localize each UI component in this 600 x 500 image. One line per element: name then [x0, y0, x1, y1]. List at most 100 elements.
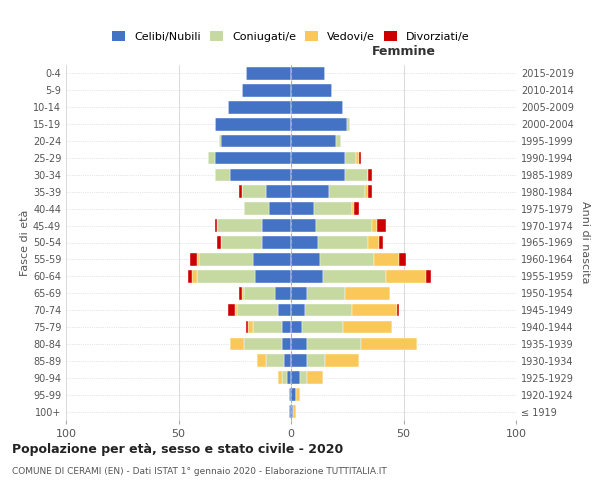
Bar	[307, 338, 361, 350]
Bar	[187, 270, 192, 282]
Bar	[291, 320, 302, 334]
Bar	[291, 253, 320, 266]
Bar	[399, 253, 406, 266]
Bar	[293, 405, 296, 418]
Bar	[318, 236, 367, 249]
Bar	[291, 67, 325, 80]
Bar	[345, 287, 390, 300]
Bar	[287, 372, 291, 384]
Bar	[291, 304, 305, 316]
Bar	[356, 152, 359, 164]
Bar	[336, 134, 341, 147]
Bar	[296, 388, 300, 401]
Bar	[345, 152, 356, 164]
Bar	[266, 186, 291, 198]
Bar	[291, 220, 316, 232]
Bar	[208, 152, 215, 164]
Bar	[230, 168, 291, 181]
Bar	[397, 304, 399, 316]
Bar	[291, 101, 343, 114]
Bar	[219, 134, 221, 147]
Bar	[237, 304, 277, 316]
Bar	[192, 270, 197, 282]
Bar	[291, 118, 347, 130]
Bar	[282, 338, 291, 350]
Bar	[291, 287, 307, 300]
Bar	[197, 270, 255, 282]
Bar	[374, 253, 399, 266]
Bar	[426, 270, 431, 282]
Text: Popolazione per età, sesso e stato civile - 2020: Popolazione per età, sesso e stato civil…	[12, 442, 343, 456]
Bar	[228, 101, 291, 114]
Bar	[244, 338, 282, 350]
Bar	[262, 220, 291, 232]
Bar	[291, 84, 331, 96]
Bar	[325, 354, 359, 367]
Bar	[277, 372, 282, 384]
Bar	[266, 354, 284, 367]
Y-axis label: Fasce di età: Fasce di età	[20, 210, 30, 276]
Bar	[365, 186, 367, 198]
Bar	[354, 202, 359, 215]
Bar	[329, 186, 365, 198]
Bar	[215, 168, 230, 181]
Bar	[291, 354, 307, 367]
Bar	[291, 134, 336, 147]
Bar	[282, 372, 287, 384]
Bar	[352, 202, 354, 215]
Bar	[215, 118, 291, 130]
Bar	[289, 405, 291, 418]
Bar	[228, 304, 235, 316]
Bar	[197, 253, 199, 266]
Bar	[230, 338, 244, 350]
Bar	[255, 270, 291, 282]
Bar	[269, 202, 291, 215]
Bar	[248, 320, 253, 334]
Bar	[215, 220, 217, 232]
Bar	[291, 405, 293, 418]
Bar	[262, 236, 291, 249]
Bar	[253, 253, 291, 266]
Bar	[199, 253, 253, 266]
Bar	[300, 372, 307, 384]
Bar	[282, 320, 291, 334]
Bar	[372, 220, 377, 232]
Bar	[307, 287, 345, 300]
Bar	[367, 236, 379, 249]
Bar	[217, 236, 221, 249]
Bar	[291, 388, 296, 401]
Bar	[277, 304, 291, 316]
Bar	[275, 287, 291, 300]
Bar	[246, 320, 248, 334]
Bar	[239, 186, 241, 198]
Bar	[367, 186, 372, 198]
Bar	[244, 287, 275, 300]
Bar	[291, 168, 345, 181]
Bar	[291, 186, 329, 198]
Bar	[379, 236, 383, 249]
Bar	[302, 320, 343, 334]
Bar	[377, 220, 386, 232]
Bar	[291, 338, 307, 350]
Bar	[386, 270, 426, 282]
Bar	[367, 168, 372, 181]
Bar	[221, 134, 291, 147]
Bar	[343, 320, 392, 334]
Bar	[316, 220, 372, 232]
Bar	[323, 270, 386, 282]
Bar	[215, 152, 291, 164]
Bar	[291, 270, 323, 282]
Bar	[241, 287, 244, 300]
Bar	[244, 202, 269, 215]
Bar	[291, 202, 314, 215]
Bar	[190, 253, 197, 266]
Bar	[291, 236, 318, 249]
Bar	[359, 152, 361, 164]
Bar	[320, 253, 374, 266]
Y-axis label: Anni di nascita: Anni di nascita	[580, 201, 590, 284]
Legend: Celibi/Nubili, Coniugati/e, Vedovi/e, Divorziati/e: Celibi/Nubili, Coniugati/e, Vedovi/e, Di…	[109, 28, 473, 46]
Text: Femmine: Femmine	[371, 45, 436, 58]
Bar	[307, 372, 323, 384]
Bar	[246, 67, 291, 80]
Bar	[241, 186, 266, 198]
